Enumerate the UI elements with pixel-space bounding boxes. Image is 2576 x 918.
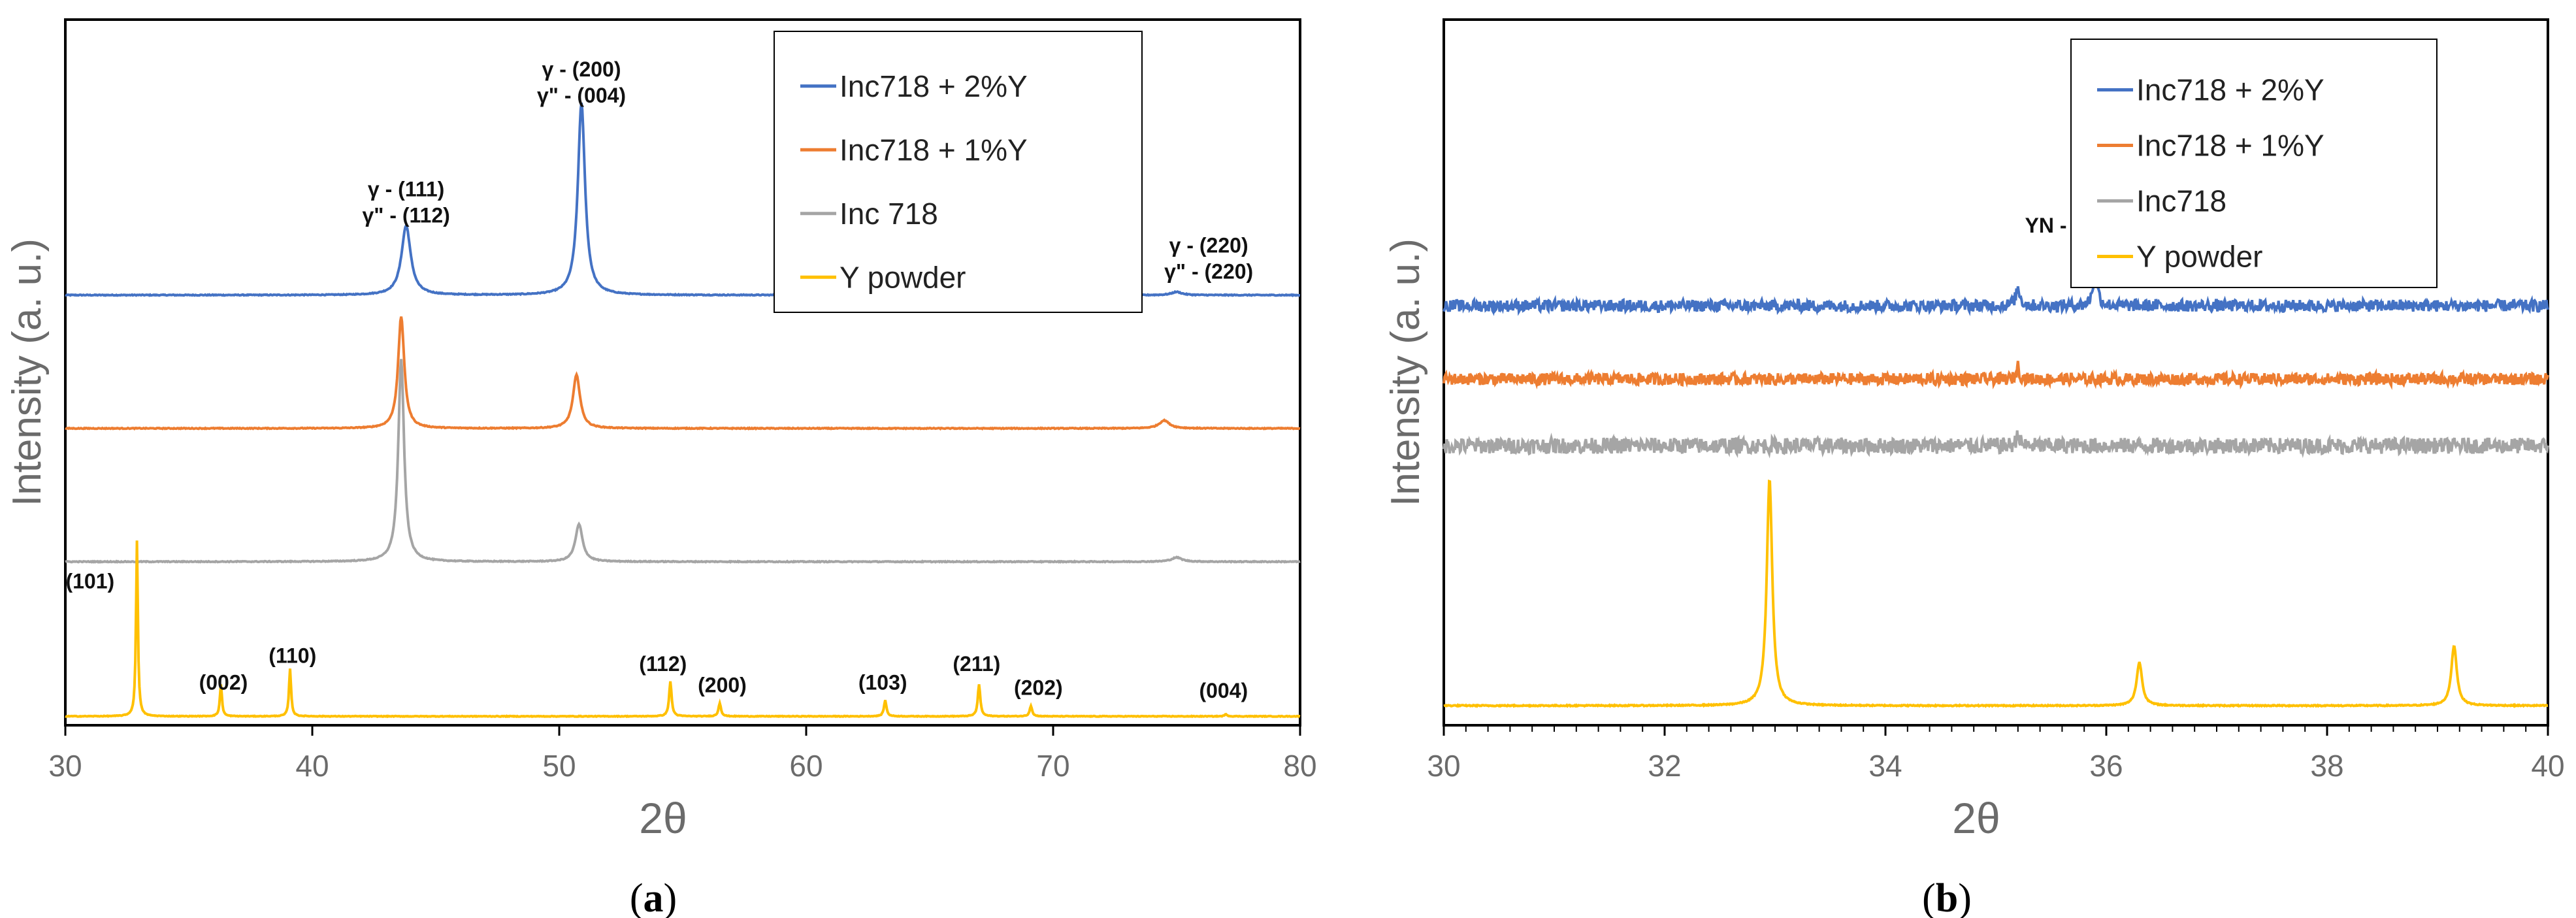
legend-label: Inc718 + 1%Y: [840, 133, 1028, 167]
series-line-3: [65, 540, 1301, 719]
peak-label: (004): [1199, 679, 1248, 702]
peak-label: (002): [199, 671, 248, 695]
peak-label: (211): [953, 652, 1000, 676]
legend-label: Inc718: [2136, 184, 2226, 218]
peak-label: (101): [65, 569, 114, 593]
legend-label: Y powder: [2136, 240, 2263, 274]
series-line-2: [65, 359, 1301, 564]
peak-label: γ - (220): [1169, 233, 1248, 257]
legend-label: Inc718 + 1%Y: [2136, 129, 2324, 163]
peak-label: γ" - (004): [537, 84, 626, 107]
chart-panel-a: 30 40 50 60 70 80 2θ Intensity (a. u.) γ - (111)…: [5, 18, 1317, 918]
legend-label: Inc718 + 2%Y: [2136, 73, 2324, 107]
peak-label: (200): [698, 674, 747, 697]
peak-label: (110): [269, 644, 316, 668]
peak-label: (112): [639, 652, 687, 676]
y-axis-label: Intensity (a. u.): [1383, 238, 1428, 506]
panel-label: (a): [630, 876, 677, 918]
x-tick-label: 50: [542, 749, 576, 783]
x-axis-label: 2θ: [1952, 794, 2000, 842]
x-tick-label: 80: [1283, 749, 1316, 783]
x-tick-label: 38: [2310, 749, 2343, 783]
legend-label: Inc 718: [840, 197, 938, 231]
x-axis-label: 2θ: [639, 794, 687, 842]
x-tick-label: 36: [2089, 749, 2123, 783]
x-tick-label: 40: [295, 749, 329, 783]
peak-label: γ - (111): [368, 178, 444, 201]
series-line-2: [1443, 430, 2549, 459]
legend-box: [774, 31, 1143, 313]
legend-label: Inc718 + 2%Y: [840, 69, 1028, 103]
legend-label: Y powder: [840, 260, 966, 294]
x-tick-label: 60: [789, 749, 823, 783]
peak-label: (202): [1014, 676, 1063, 700]
peak-label: (103): [858, 671, 907, 695]
x-tick-label: 70: [1036, 749, 1069, 783]
peak-label: γ" - (220): [1164, 259, 1253, 283]
series-line-0: [1443, 268, 2549, 316]
plot-frame: [64, 18, 1301, 727]
x-tick-label: 30: [1427, 749, 1460, 783]
x-tick-label: 32: [1648, 749, 1681, 783]
x-tick-label: 34: [1868, 749, 1902, 783]
series-line-3: [1443, 479, 2549, 708]
peak-label: γ - (200): [542, 57, 621, 81]
x-tick-label: 30: [48, 749, 82, 783]
x-tick-label: 40: [2531, 749, 2564, 783]
y-axis-label: Intensity (a. u.): [5, 238, 50, 506]
panel-label: (b): [1922, 876, 1972, 918]
series-line-1: [1443, 361, 2549, 390]
legend-box: [2070, 39, 2437, 288]
peak-label: γ" - (112): [362, 204, 449, 227]
series-line-1: [65, 316, 1301, 431]
